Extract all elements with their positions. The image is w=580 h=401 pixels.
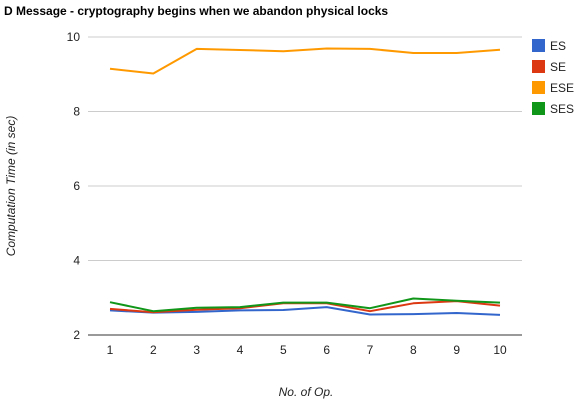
x-tick-label: 10 (493, 343, 507, 357)
x-axis-label: No. of Op. (279, 385, 334, 399)
series-line-es (109, 306, 501, 316)
gridlines (88, 36, 522, 336)
x-tick-label: 5 (280, 343, 287, 357)
chart-title: D Message - cryptography begins when we … (4, 4, 388, 18)
series-line-ese (109, 47, 501, 75)
x-tick-label: 8 (410, 343, 417, 357)
legend-label-ese: ESE (550, 81, 574, 95)
x-tick-label: 7 (367, 343, 374, 357)
legend-swatch-es (532, 39, 545, 52)
series-line-ses (109, 297, 501, 313)
y-tick-label: 6 (73, 179, 80, 193)
legend-label-es: ES (550, 39, 566, 53)
legend-label-ses: SES (550, 102, 574, 116)
legend-swatch-ese (532, 81, 545, 94)
y-axis-ticks: 2 4 6 8 10 (67, 30, 81, 342)
x-tick-label: 6 (323, 343, 330, 357)
x-tick-label: 9 (453, 343, 460, 357)
y-tick-label: 2 (73, 328, 80, 342)
y-tick-label: 8 (73, 105, 80, 119)
series-lines (109, 47, 501, 316)
legend-swatch-ses (532, 102, 545, 115)
legend-label-se: SE (550, 60, 566, 74)
legend: ES SE ESE SES (532, 39, 574, 116)
y-tick-label: 4 (73, 254, 80, 268)
legend-swatch-se (532, 60, 545, 73)
x-tick-label: 3 (193, 343, 200, 357)
y-tick-label: 10 (67, 30, 81, 44)
x-tick-label: 4 (237, 343, 244, 357)
y-axis-label: Computation Time (in sec) (4, 116, 18, 257)
x-axis-ticks: 1 2 3 4 5 6 7 8 9 10 (107, 343, 507, 357)
x-tick-label: 1 (107, 343, 114, 357)
x-tick-label: 2 (150, 343, 157, 357)
